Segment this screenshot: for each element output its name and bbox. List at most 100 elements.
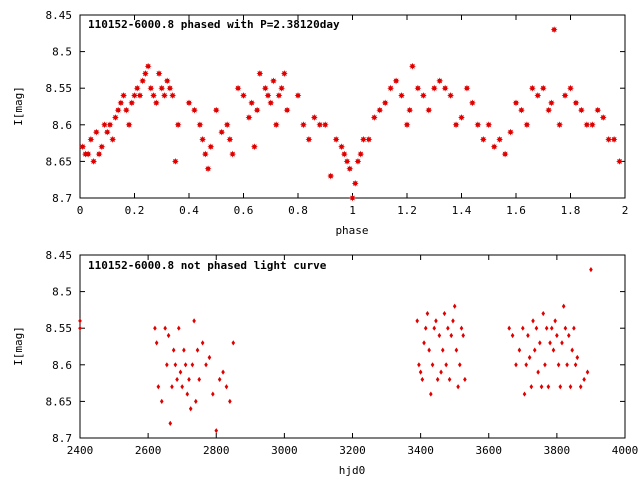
- data-point: [106, 121, 114, 129]
- data-point: [199, 136, 207, 143]
- data-point: [128, 99, 136, 107]
- data-point: [357, 150, 365, 158]
- data-point: [452, 121, 460, 129]
- data-point: [528, 84, 536, 92]
- data-point: [283, 106, 291, 114]
- data-point: [616, 158, 623, 165]
- data-point: [136, 92, 144, 99]
- data-point: [561, 303, 566, 309]
- data-point: [573, 362, 578, 368]
- data-point: [434, 318, 438, 324]
- data-point: [522, 391, 527, 397]
- x-tick-label: 2600: [135, 444, 162, 457]
- data-point: [78, 318, 82, 324]
- data-point: [196, 121, 204, 129]
- data-point: [387, 84, 395, 92]
- data-point: [439, 369, 443, 375]
- data-point: [310, 114, 318, 121]
- data-point: [275, 92, 283, 99]
- data-point: [332, 136, 340, 143]
- data-point: [231, 340, 236, 346]
- data-point: [469, 99, 476, 107]
- data-point: [133, 84, 141, 92]
- data-point: [131, 92, 138, 99]
- data-point: [153, 325, 157, 331]
- axis-ticks: 2400 2600 2800 3000 3200 3400 3600 3800 4000 8.45…: [46, 249, 639, 457]
- data-point: [226, 136, 234, 143]
- data-point: [436, 77, 444, 85]
- data-point: [212, 106, 220, 114]
- data-point: [418, 369, 423, 375]
- data-point: [572, 99, 580, 107]
- data-point: [458, 114, 465, 121]
- data-point: [163, 77, 171, 85]
- data-point: [176, 325, 181, 331]
- data-point: [191, 106, 198, 114]
- data-point: [166, 84, 174, 92]
- y-tick-label: 8.6: [52, 119, 72, 132]
- data-point: [430, 84, 438, 92]
- data-point: [370, 114, 378, 121]
- data-point: [527, 354, 532, 361]
- data-point: [555, 332, 559, 339]
- data-point: [154, 340, 159, 346]
- data-point: [147, 84, 155, 92]
- data-point: [550, 26, 558, 34]
- data-point: [234, 84, 242, 92]
- data-point: [549, 325, 554, 331]
- plot-frame: [79, 14, 626, 199]
- data-point: [152, 99, 160, 107]
- y-tick-label: 8.55: [46, 82, 73, 95]
- data-point: [144, 62, 152, 70]
- data-point: [101, 121, 108, 129]
- data-point: [538, 340, 542, 346]
- y-tick-label: 8.5: [52, 286, 72, 299]
- y-axis-label: I[mag]: [12, 326, 25, 366]
- data-point: [545, 106, 553, 114]
- data-point: [321, 121, 329, 129]
- x-tick-label: 2: [622, 204, 629, 217]
- data-point: [409, 62, 416, 70]
- data-point: [501, 150, 509, 158]
- data-point: [360, 136, 367, 143]
- data-point: [168, 420, 173, 426]
- data-point: [541, 310, 546, 317]
- data-point: [570, 347, 575, 353]
- x-tick-label: 3000: [271, 444, 298, 457]
- y-tick-label: 8.55: [46, 322, 73, 335]
- data-point: [526, 332, 530, 339]
- data-point: [447, 376, 452, 383]
- data-point: [422, 340, 426, 346]
- data-point: [565, 362, 569, 368]
- y-tick-label: 8.7: [52, 192, 72, 205]
- data-point: [109, 136, 117, 143]
- data-point: [583, 121, 591, 129]
- data-point: [201, 150, 209, 158]
- data-point: [544, 325, 549, 331]
- data-point: [218, 128, 226, 136]
- data-point: [456, 384, 460, 390]
- data-point: [79, 143, 87, 151]
- x-tick-label: 1: [349, 204, 356, 217]
- data-point: [454, 347, 459, 353]
- data-point: [207, 143, 215, 151]
- data-point: [346, 165, 354, 173]
- y-tick-label: 8.45: [46, 249, 73, 262]
- x-tick-label: 3200: [339, 444, 366, 457]
- data-point: [175, 376, 179, 383]
- y-axis-label: I[mag]: [12, 86, 25, 126]
- data-points: [79, 26, 623, 202]
- data-point: [178, 369, 183, 375]
- data-point: [204, 165, 212, 173]
- data-point: [78, 325, 82, 331]
- data-point: [539, 384, 544, 390]
- data-point: [556, 121, 563, 129]
- data-point: [425, 106, 433, 114]
- data-point: [447, 92, 454, 99]
- data-point: [174, 121, 182, 129]
- data-point: [161, 92, 168, 99]
- data-point: [398, 92, 405, 99]
- chart-title: 110152-6000.8 phased with P=2.38120day: [88, 18, 340, 31]
- data-point: [461, 332, 466, 339]
